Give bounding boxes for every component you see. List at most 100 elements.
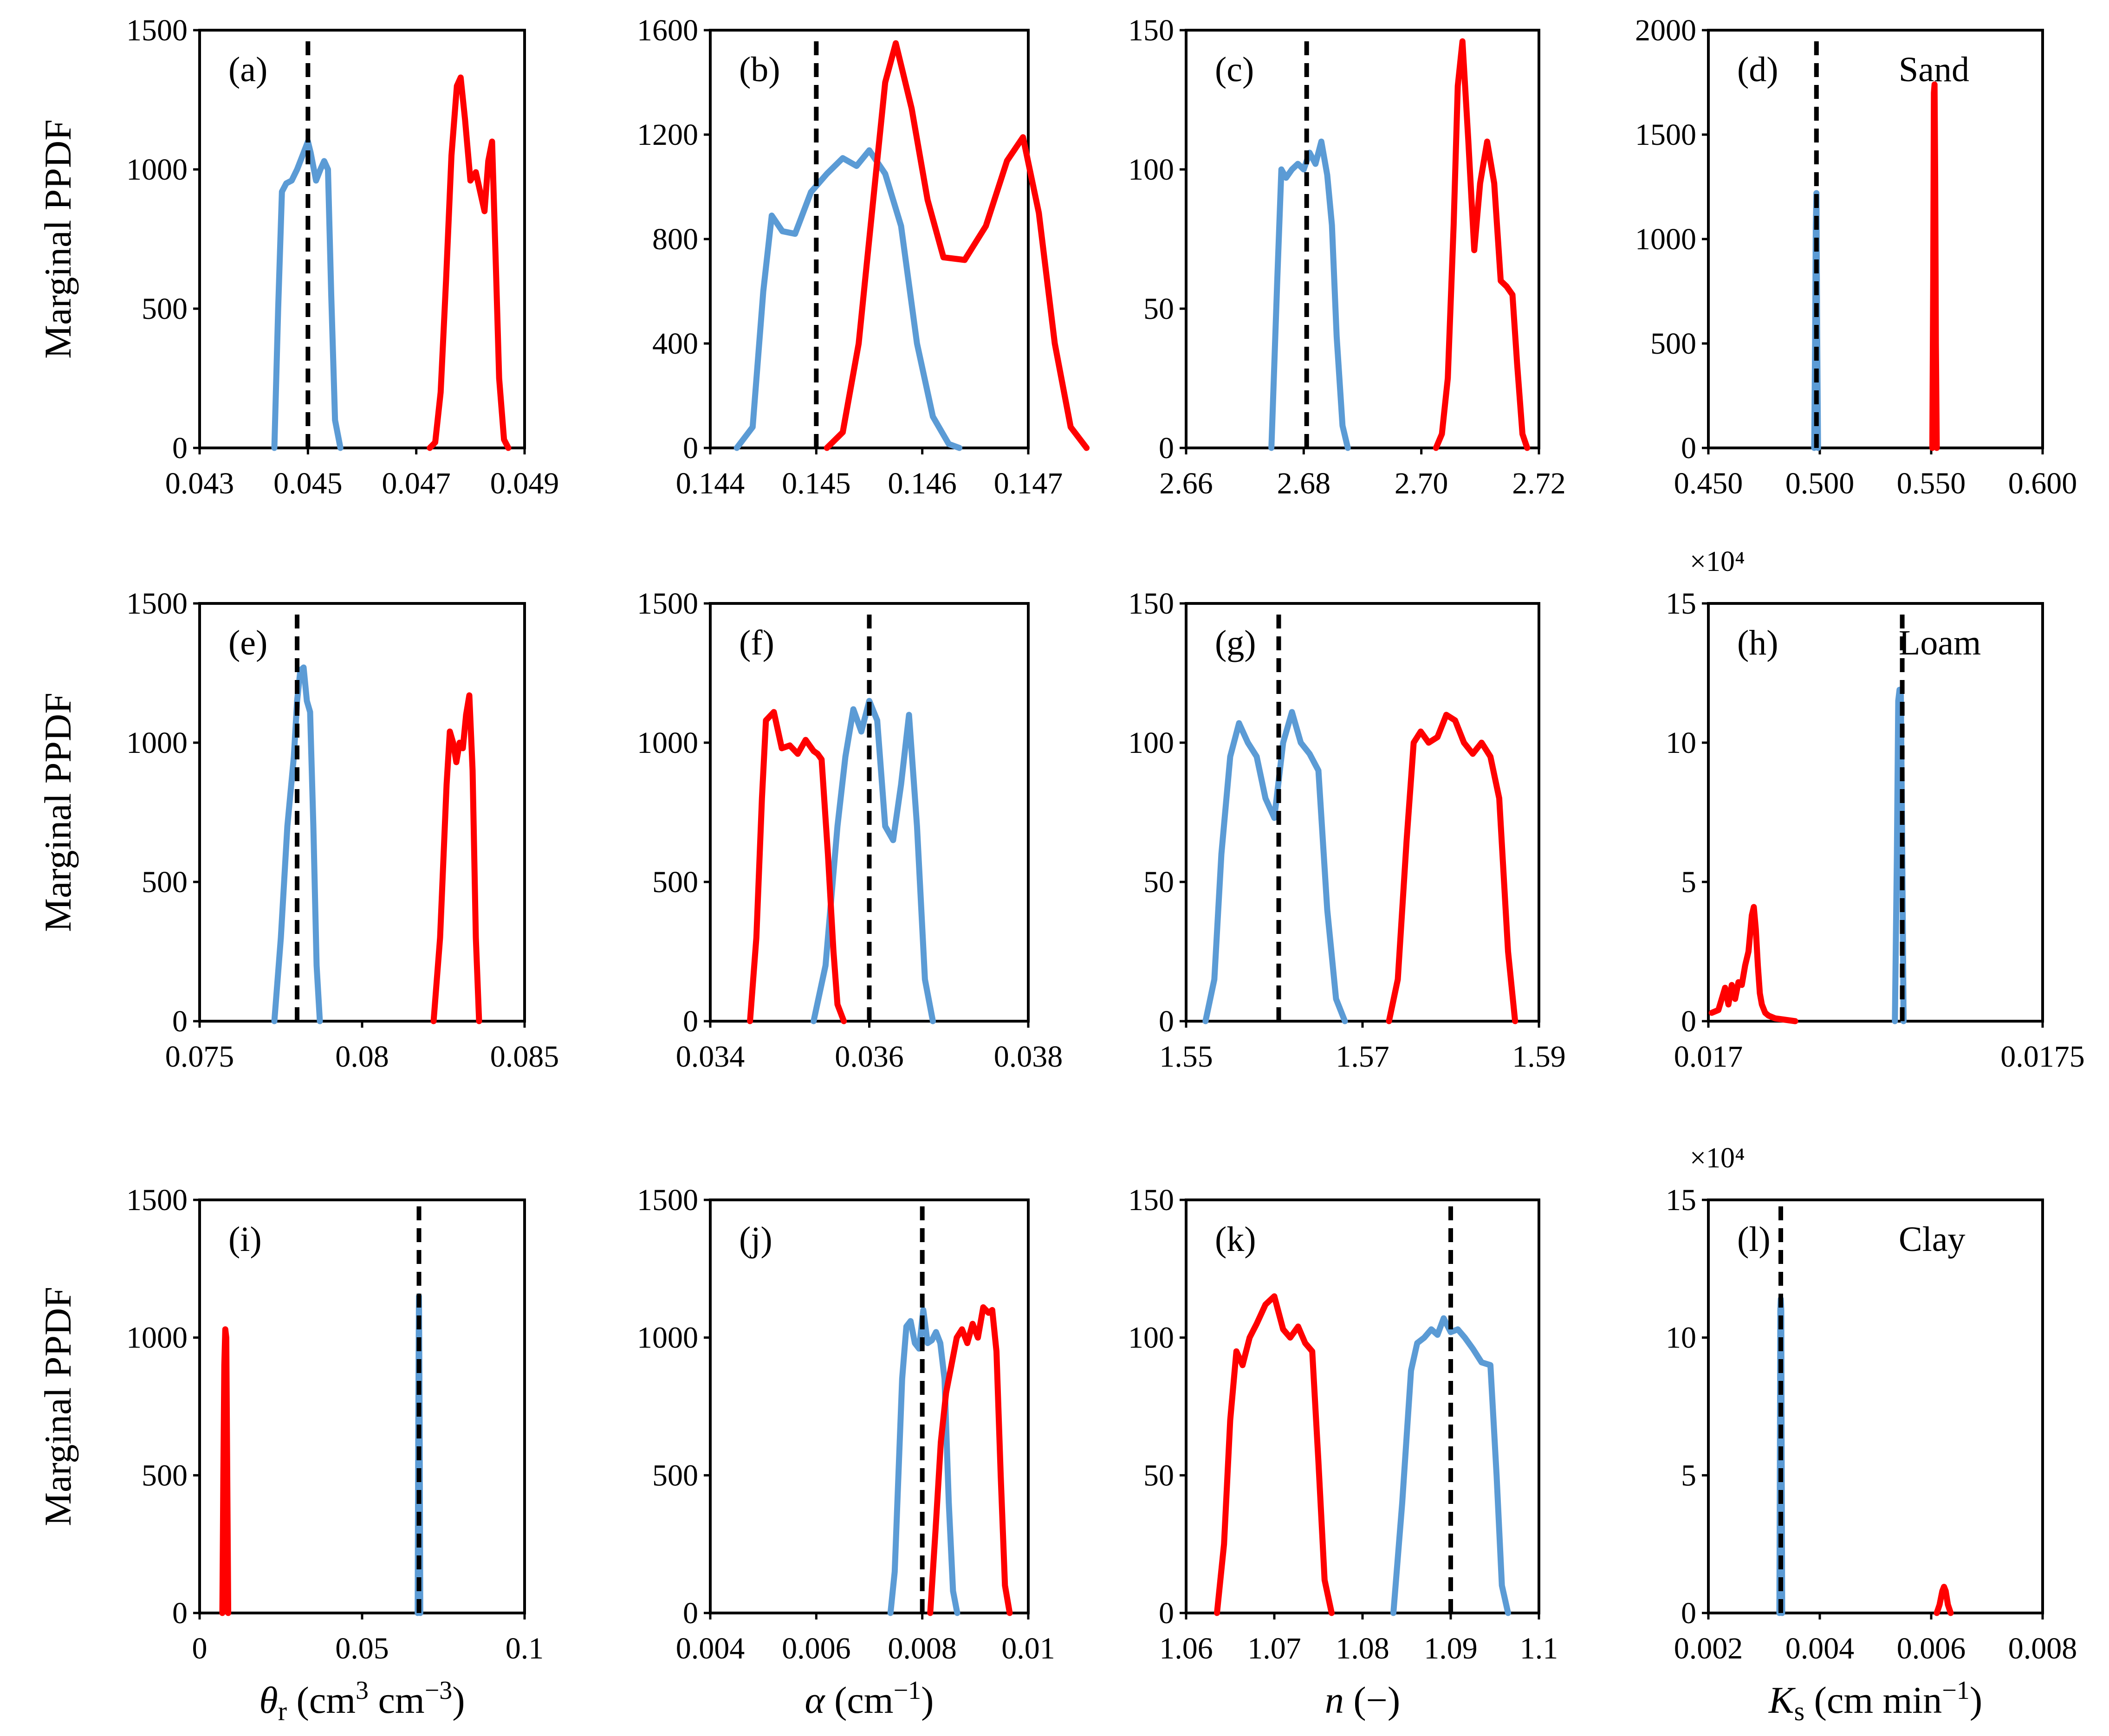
soil-type-label: Loam <box>1899 623 1981 662</box>
x-tick-label: 0.08 <box>335 1040 389 1074</box>
series-blue-line <box>1268 138 1351 451</box>
panel-label: (g) <box>1215 623 1256 662</box>
y-tick-label: 1500 <box>126 1183 188 1217</box>
panel-h: 0 5 10 15 0.017 0.0175 (h) Loam ×10⁴ <box>1666 546 2085 1074</box>
x-tick-label: 1.57 <box>1336 1040 1389 1074</box>
y-tick-label: 0 <box>683 431 698 465</box>
y-tick-label: 15 <box>1666 1183 1696 1217</box>
x-tick-label: 0.0175 <box>2000 1040 2085 1074</box>
series-red-line <box>824 40 1090 451</box>
y-tick-label: 800 <box>652 222 698 256</box>
x-tick-label: 1.55 <box>1159 1040 1213 1074</box>
x-tick-label: 0.144 <box>676 466 745 500</box>
y-tick-label: 1500 <box>637 1183 698 1217</box>
x-tick-label: 2.68 <box>1277 466 1331 500</box>
series-red-line <box>430 692 482 1024</box>
plot-frame <box>198 29 526 449</box>
x-axis-title: θr (cm3 cm−3) <box>259 1676 465 1726</box>
y-tick-label: 15 <box>1666 587 1696 621</box>
y-tick-label: 1000 <box>1635 222 1696 256</box>
y-tick-label: 100 <box>1128 153 1174 187</box>
plot-frame <box>1185 29 1540 449</box>
y-tick-label: 5 <box>1681 1458 1696 1492</box>
x-tick-label: 1.09 <box>1424 1632 1478 1665</box>
x-tick-label: 1.59 <box>1512 1040 1566 1074</box>
x-tick-label: 0.034 <box>676 1040 745 1074</box>
panel-label: (c) <box>1215 50 1254 89</box>
y-axis-title: Marginal PPDF <box>37 119 79 359</box>
x-tick-label: 0.146 <box>888 466 957 500</box>
y-axis-title: Marginal PPDF <box>37 693 79 932</box>
soil-type-label: Sand <box>1899 50 1969 89</box>
x-tick-label: 0.006 <box>782 1632 851 1665</box>
x-tick-label: 0.075 <box>165 1040 234 1074</box>
x-tick-label: 0.085 <box>490 1040 559 1074</box>
series-red-line <box>1386 712 1518 1024</box>
x-tick-label: 0.008 <box>888 1632 957 1665</box>
panel-l: 0 5 10 15 0.002 0.004 0.006 0.008 (l) Clay ×10⁴ <box>1666 1142 2077 1665</box>
y-tick-label: 0 <box>1159 431 1174 465</box>
y-tick-label: 500 <box>652 1458 698 1492</box>
x-tick-label: 0.045 <box>273 466 343 500</box>
series-blue-line <box>811 698 936 1024</box>
y-tick-label: 0 <box>683 1596 698 1630</box>
x-axis-title: α (cm−1) <box>805 1676 934 1721</box>
series-red-line <box>1433 38 1531 451</box>
soil-type-label: Clay <box>1899 1220 1966 1259</box>
panel-g: 0 50 100 150 1.55 1.57 1.59 (g) <box>1128 587 1566 1074</box>
panel-k: 0 50 100 150 1.06 1.07 1.08 1.09 1.1 (k) <box>1128 1183 1558 1665</box>
x-tick-label: 2.70 <box>1395 466 1448 500</box>
series-blue-line <box>1892 687 1907 1024</box>
y-tick-label: 2000 <box>1635 13 1696 47</box>
panel-label: (i) <box>228 1220 262 1259</box>
x-tick-label: 0.500 <box>1785 466 1855 500</box>
y-tick-label: 500 <box>142 292 188 326</box>
y-tick-label: 0 <box>1681 431 1696 465</box>
y-tick-label: 0 <box>1681 1596 1696 1630</box>
x-tick-label: 0.147 <box>994 466 1063 500</box>
x-axis-title: Ks (cm min−1) <box>1768 1676 1982 1726</box>
y-tick-label: 150 <box>1128 1183 1174 1217</box>
x-tick-label: 1.1 <box>1520 1632 1558 1665</box>
y-tick-label: 1600 <box>637 13 698 47</box>
y-tick-label: 1500 <box>1635 118 1696 152</box>
y-tick-label: 100 <box>1128 726 1174 760</box>
series-blue-line <box>733 147 963 451</box>
x-tick-label: 0.006 <box>1897 1632 1966 1665</box>
series-red-line <box>219 1326 232 1616</box>
y-tick-label: 500 <box>142 865 188 899</box>
y-tick-label: 500 <box>142 1458 188 1492</box>
y-tick-label: 0 <box>172 1004 188 1038</box>
series-blue-line <box>271 138 344 451</box>
x-tick-label: 0.043 <box>165 466 234 500</box>
y-tick-label: 1000 <box>126 726 188 760</box>
panel-c: 0 50 100 150 2.66 2.68 2.70 2.72 (c) <box>1128 13 1566 500</box>
series-blue-line <box>1811 190 1821 451</box>
plot-frame <box>1707 29 2044 449</box>
series-red-line <box>927 1304 1013 1616</box>
plot-frame <box>1185 1198 1540 1614</box>
x-tick-label: 0.002 <box>1674 1632 1743 1665</box>
y-tick-label: 1500 <box>126 13 188 47</box>
x-tick-label: 0.1 <box>506 1632 544 1665</box>
y-axis-title: Marginal PPDF <box>37 1287 79 1526</box>
y-tick-label: 0 <box>1159 1004 1174 1038</box>
y-tick-label: 0 <box>172 1596 188 1630</box>
x-tick-label: 0.450 <box>1674 466 1743 500</box>
panel-label: (l) <box>1737 1220 1771 1259</box>
x-tick-label: 0.01 <box>1001 1632 1055 1665</box>
x-axis-title: n (−) <box>1325 1679 1400 1721</box>
y-tick-label: 400 <box>652 327 698 361</box>
x-tick-label: 0.004 <box>1785 1632 1855 1665</box>
x-tick-label: 0.05 <box>335 1632 389 1665</box>
x-tick-label: 0.550 <box>1897 466 1966 500</box>
series-red-line <box>1708 904 1798 1024</box>
panel-label: (e) <box>228 623 267 662</box>
panel-label: (d) <box>1737 50 1778 89</box>
x-tick-label: 0.049 <box>490 466 559 500</box>
y-tick-label: 1000 <box>126 153 188 187</box>
x-tick-label: 0 <box>192 1632 208 1665</box>
y-tick-label: 50 <box>1143 1458 1174 1492</box>
x-tick-label: 0.600 <box>2008 466 2077 500</box>
panel-f: 0 500 1000 1500 0.034 0.036 0.038 (f) <box>637 587 1063 1074</box>
